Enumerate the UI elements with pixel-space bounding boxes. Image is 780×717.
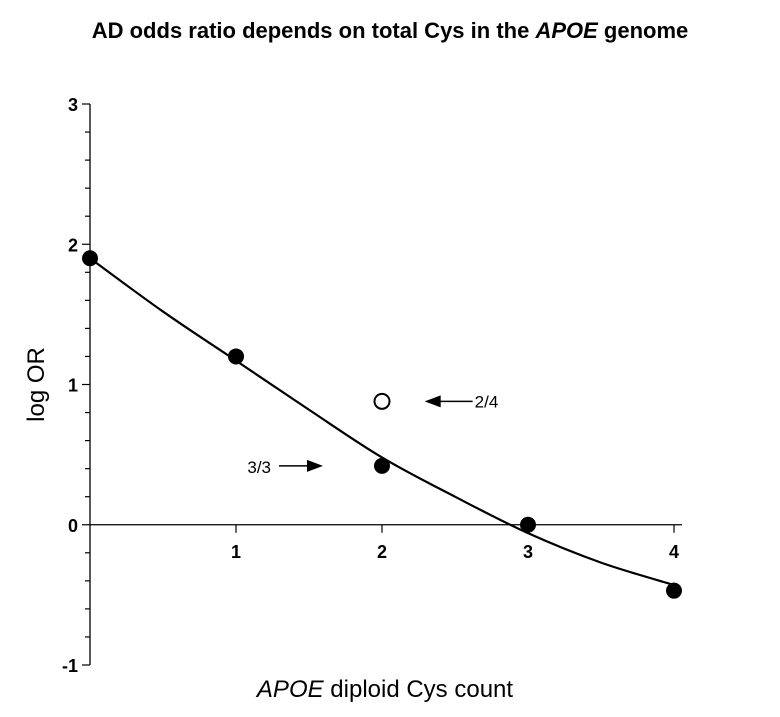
y-tick-label: 3 bbox=[68, 95, 78, 115]
arrow-head-icon bbox=[307, 459, 323, 472]
open-data-point bbox=[373, 392, 391, 410]
annotation-label: 3/3 bbox=[247, 458, 271, 477]
arrow-head-icon bbox=[424, 395, 441, 408]
chart-title-part: APOE bbox=[534, 18, 599, 43]
data-point bbox=[666, 582, 682, 599]
annotation-label: 2/4 bbox=[475, 392, 499, 411]
x-axis-label: APOE diploid Cys count bbox=[255, 676, 513, 703]
y-tick-label: -1 bbox=[62, 656, 78, 676]
data-point bbox=[374, 457, 390, 474]
x-tick-label: 3 bbox=[523, 542, 533, 562]
data-point bbox=[82, 250, 98, 267]
x-axis-label-part: diploid Cys count bbox=[324, 676, 514, 703]
fit-curve bbox=[89, 257, 675, 587]
x-tick-label: 4 bbox=[669, 542, 679, 562]
y-tick-label: 1 bbox=[68, 376, 78, 396]
y-axis-label: log OR bbox=[23, 347, 50, 422]
data-point bbox=[520, 516, 536, 533]
chart-title-part: AD odds ratio depends on total Cys in th… bbox=[92, 18, 536, 43]
x-tick-label: 1 bbox=[231, 542, 241, 562]
x-tick-label: 2 bbox=[377, 542, 387, 562]
y-tick-label: 2 bbox=[68, 235, 78, 255]
data-point bbox=[228, 348, 244, 365]
x-axis-label-part: APOE bbox=[255, 676, 325, 703]
chart-title-part: genome bbox=[598, 18, 688, 43]
y-tick-label: 0 bbox=[68, 516, 78, 536]
chart-title: AD odds ratio depends on total Cys in th… bbox=[92, 18, 689, 43]
